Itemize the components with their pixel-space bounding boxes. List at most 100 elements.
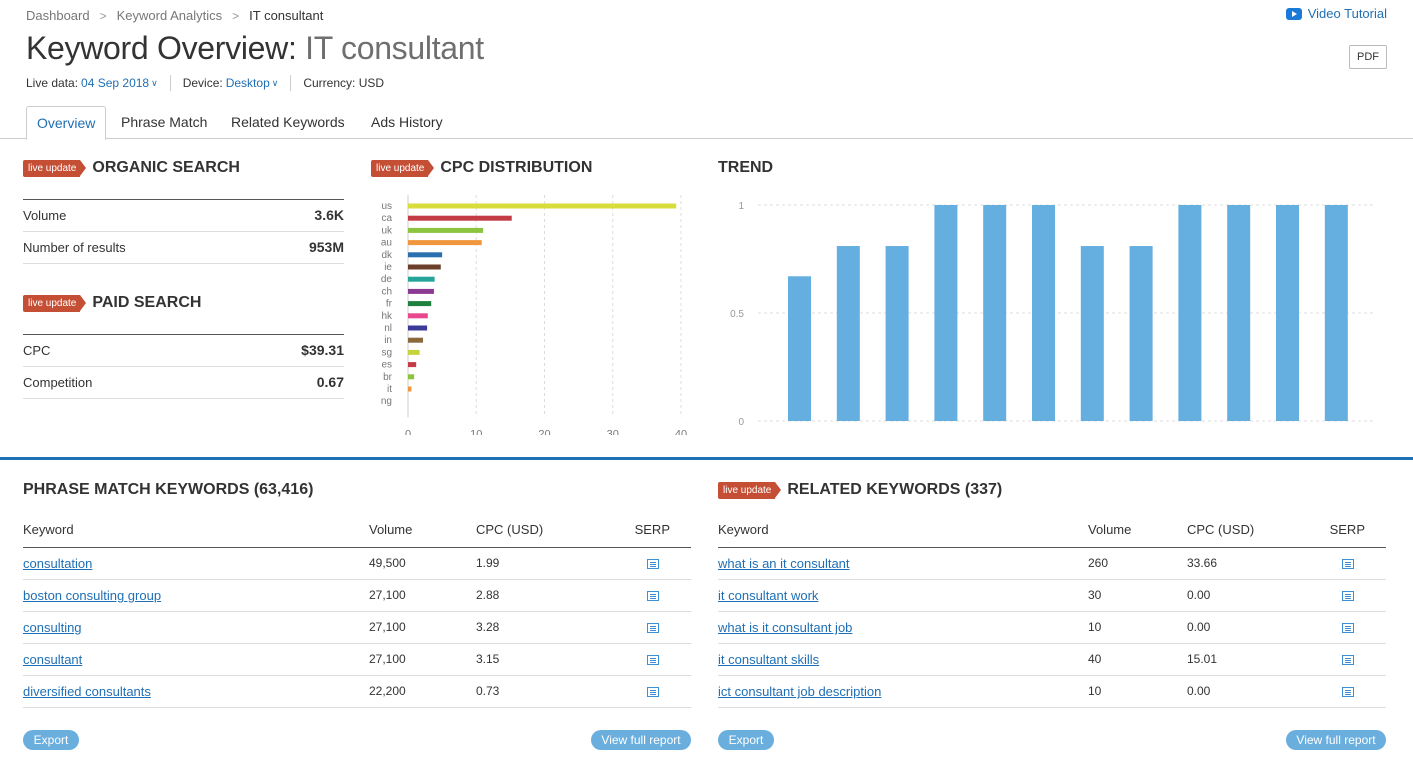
keyword-link[interactable]: it consultant skills xyxy=(718,652,820,667)
table-row: it consultant skills 40 15.01 xyxy=(718,644,1386,676)
serp-list-icon[interactable] xyxy=(1342,558,1354,569)
related-keywords-title: live update RELATED KEYWORDS (337) xyxy=(718,481,1002,499)
serp-list-icon[interactable] xyxy=(1342,686,1354,697)
cpc-bar-in[interactable] xyxy=(408,337,424,343)
trend-bar[interactable] xyxy=(1178,205,1202,421)
play-video-icon xyxy=(1285,7,1302,20)
cpc-bar-us[interactable] xyxy=(408,203,677,209)
column-header[interactable]: Volume xyxy=(1088,522,1132,537)
trend-bar[interactable] xyxy=(836,246,860,421)
column-header[interactable]: Keyword xyxy=(718,522,769,537)
cpc-bar-ca[interactable] xyxy=(408,215,512,221)
live-update-badge: live update xyxy=(718,481,782,499)
volume-cell: 49,500 xyxy=(369,556,406,570)
trend-bar[interactable] xyxy=(934,205,958,421)
volume-cell: 260 xyxy=(1088,556,1109,570)
column-header[interactable]: CPC (USD) xyxy=(476,522,544,537)
cpc-bar-hk[interactable] xyxy=(408,313,428,319)
table-row: consultant 27,100 3.15 xyxy=(23,644,691,676)
chevron-down-icon: ∨ xyxy=(151,77,158,88)
kv-value: $39.31 xyxy=(301,342,344,358)
volume-cell: 27,100 xyxy=(369,588,406,602)
column-header[interactable]: Volume xyxy=(369,522,413,537)
cpc-bar-uk[interactable] xyxy=(408,227,484,233)
trend-bar[interactable] xyxy=(1227,205,1251,421)
tab-related-keywords[interactable]: Related Keywords xyxy=(231,114,345,130)
trend-bar[interactable] xyxy=(1129,246,1153,421)
kv-value: 3.6K xyxy=(314,207,344,223)
cpc-bar-nl[interactable] xyxy=(408,325,428,331)
column-header[interactable]: Keyword xyxy=(23,522,74,537)
cpc-bar-br[interactable] xyxy=(408,374,415,380)
trend-bar[interactable] xyxy=(1080,246,1104,421)
cpc-bar-dk[interactable] xyxy=(408,252,443,258)
keyword-link[interactable]: it consultant work xyxy=(718,588,819,603)
cpc-distribution-title: live update CPC DISTRIBUTION xyxy=(371,159,592,177)
keyword-link[interactable]: what is an it consultant xyxy=(718,556,850,571)
cpc-bar-fr[interactable] xyxy=(408,301,432,307)
pdf-button[interactable]: PDF xyxy=(1349,45,1387,69)
category-label: dk xyxy=(381,250,393,261)
serp-cell xyxy=(1299,612,1386,643)
tab-phrase-match[interactable]: Phrase Match xyxy=(121,114,208,130)
cpc-bar-ie[interactable] xyxy=(408,264,441,270)
keyword-link[interactable]: boston consulting group xyxy=(23,588,162,603)
cpc-bar-ch[interactable] xyxy=(408,288,434,294)
export-button[interactable]: Export xyxy=(718,730,774,750)
serp-list-icon[interactable] xyxy=(647,622,659,633)
kv-row-volume: Volume 3.6K xyxy=(23,200,344,232)
export-button[interactable]: Export xyxy=(23,730,79,750)
breadcrumb: Dashboard > Keyword Analytics > IT consu… xyxy=(26,8,323,23)
keyword-link[interactable]: consultation xyxy=(23,556,93,571)
trend-bar[interactable] xyxy=(983,205,1007,421)
device-selector[interactable]: Device: Desktop ∨ xyxy=(183,75,292,91)
keyword-link[interactable]: consulting xyxy=(23,620,82,635)
serp-list-icon[interactable] xyxy=(647,654,659,665)
x-tick-label: 0 xyxy=(405,428,411,435)
volume-cell: 27,100 xyxy=(369,652,406,666)
serp-list-icon[interactable] xyxy=(647,558,659,569)
serp-list-icon[interactable] xyxy=(1342,622,1354,633)
cpc-bar-au[interactable] xyxy=(408,240,482,246)
tab-overview[interactable]: Overview xyxy=(26,106,107,140)
kv-label: Competition xyxy=(23,375,93,390)
breadcrumb-keyword-analytics[interactable]: Keyword Analytics xyxy=(116,8,223,23)
live-data-selector[interactable]: Live data: 04 Sep 2018 ∨ xyxy=(26,75,171,91)
cpc-bar-it[interactable] xyxy=(408,386,412,392)
serp-list-icon[interactable] xyxy=(1342,590,1354,601)
serp-list-icon[interactable] xyxy=(647,590,659,601)
trend-bar[interactable] xyxy=(1032,205,1055,421)
cpc-bar-sg[interactable] xyxy=(408,349,420,355)
column-header[interactable]: SERP xyxy=(634,522,670,537)
keyword-link[interactable]: consultant xyxy=(23,652,83,667)
view-full-report-button[interactable]: View full report xyxy=(1286,730,1386,750)
page-title-keyword: IT consultant xyxy=(305,30,484,66)
view-full-report-button[interactable]: View full report xyxy=(591,730,691,750)
trend-bar[interactable] xyxy=(885,246,909,421)
volume-cell: 10 xyxy=(1088,684,1102,698)
keyword-link[interactable]: what is it consultant job xyxy=(718,620,853,635)
category-label: uk xyxy=(381,225,393,236)
page-title-prefix: Keyword Overview: xyxy=(26,30,297,66)
cpc-cell: 15.01 xyxy=(1187,652,1218,666)
trend-bar[interactable] xyxy=(788,276,811,421)
serp-cell xyxy=(1299,676,1386,707)
serp-list-icon[interactable] xyxy=(647,686,659,697)
column-header[interactable]: SERP xyxy=(1329,522,1365,537)
keyword-link[interactable]: diversified consultants xyxy=(23,684,151,699)
breadcrumb-dashboard[interactable]: Dashboard xyxy=(26,8,90,23)
category-label: ie xyxy=(384,262,392,273)
cpc-bar-es[interactable] xyxy=(408,362,417,368)
keyword-link[interactable]: ict consultant job description xyxy=(718,684,882,699)
serp-list-icon[interactable] xyxy=(1342,654,1354,665)
column-header[interactable]: CPC (USD) xyxy=(1187,522,1255,537)
cpc-bar-de[interactable] xyxy=(408,276,435,282)
trend-bar[interactable] xyxy=(1276,205,1299,421)
video-tutorial-link[interactable]: Video Tutorial xyxy=(1285,6,1387,21)
kv-label: CPC xyxy=(23,343,51,358)
tab-ads-history[interactable]: Ads History xyxy=(371,114,443,130)
volume-cell: 22,200 xyxy=(369,684,406,698)
trend-bar[interactable] xyxy=(1324,205,1348,421)
keyword-cell: consulting xyxy=(23,612,369,643)
category-label: it xyxy=(387,384,392,395)
